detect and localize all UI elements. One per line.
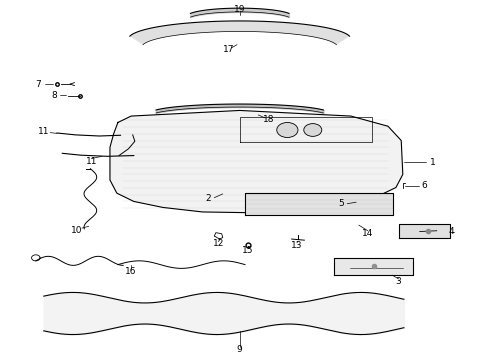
Text: 6: 6 xyxy=(421,181,427,190)
Text: 13: 13 xyxy=(291,240,303,249)
Text: 15: 15 xyxy=(242,246,253,255)
Circle shape xyxy=(304,123,322,136)
Text: 3: 3 xyxy=(396,277,401,286)
Text: 19: 19 xyxy=(234,5,245,14)
Polygon shape xyxy=(130,21,349,45)
Text: 10: 10 xyxy=(72,225,83,234)
Text: 2: 2 xyxy=(205,194,211,203)
Text: 1: 1 xyxy=(430,158,436,167)
Text: 7: 7 xyxy=(36,80,41,89)
Text: 17: 17 xyxy=(223,45,235,54)
Text: 9: 9 xyxy=(237,345,243,354)
Circle shape xyxy=(277,122,298,138)
Polygon shape xyxy=(110,111,403,213)
Text: 14: 14 xyxy=(362,229,373,238)
Polygon shape xyxy=(398,224,450,238)
Text: 11: 11 xyxy=(86,157,97,166)
Text: 12: 12 xyxy=(213,239,224,248)
Text: 4: 4 xyxy=(449,227,454,236)
Text: 18: 18 xyxy=(263,115,274,124)
Text: 11: 11 xyxy=(38,127,49,136)
Polygon shape xyxy=(334,258,414,275)
Text: 16: 16 xyxy=(125,267,137,276)
Text: 5: 5 xyxy=(339,199,344,208)
Polygon shape xyxy=(245,193,393,215)
Text: 8: 8 xyxy=(51,91,57,100)
